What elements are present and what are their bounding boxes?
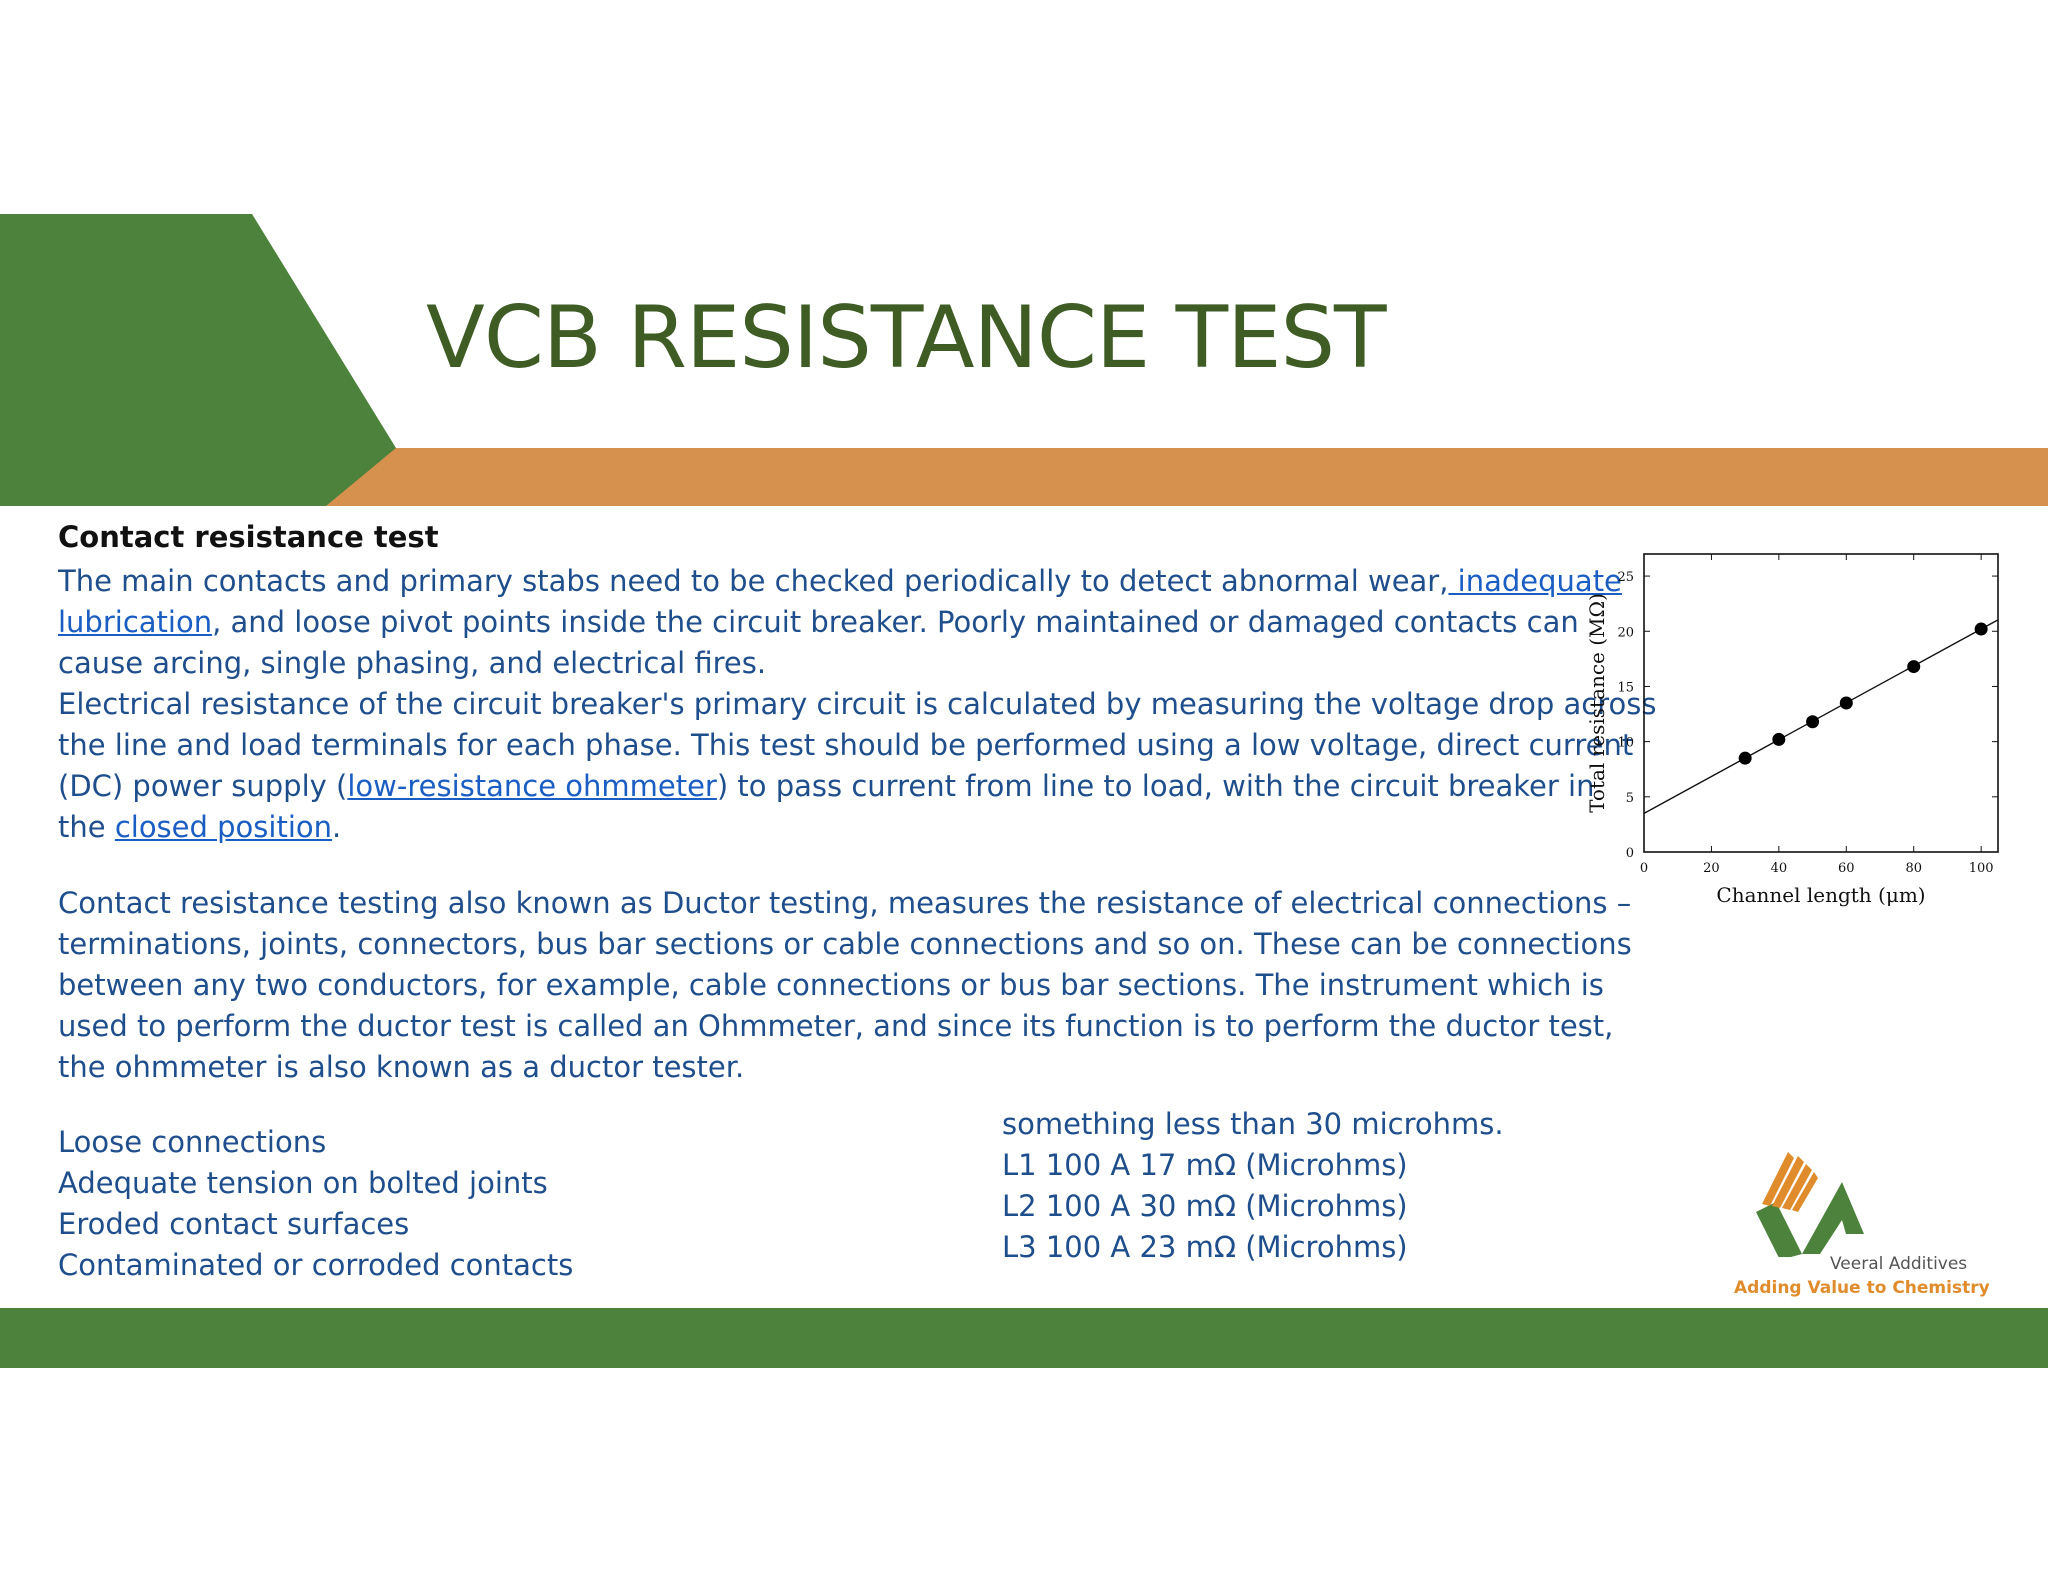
- reading-line: L1 100 A 17 mΩ (Microhms): [1002, 1148, 1408, 1182]
- y-tick-label: 10: [1617, 736, 1634, 751]
- reading-line: L2 100 A 30 mΩ (Microhms): [1002, 1189, 1408, 1223]
- chart-points: [1738, 622, 1988, 765]
- veeral-additives-logo: [1756, 1152, 1864, 1257]
- logo-name: Veeral Additives: [1830, 1254, 1968, 1274]
- text-line: the ohmmeter is also known as a ductor t…: [58, 1050, 745, 1084]
- data-point: [1839, 696, 1853, 710]
- x-tick-label: 20: [1703, 861, 1720, 876]
- x-tick-label: 80: [1905, 861, 1922, 876]
- y-tick-label: 25: [1617, 570, 1634, 585]
- text-line: Electrical resistance of the circuit bre…: [58, 687, 1657, 721]
- text-line: Contact resistance testing also known as…: [58, 886, 1632, 920]
- fit-line: [1643, 619, 1999, 814]
- x-tick-label: 40: [1771, 861, 1788, 876]
- text-line: the line and load terminals for each pha…: [58, 728, 1634, 762]
- reading-line: something less than 30 microhms.: [1002, 1107, 1504, 1141]
- logo-left-stroke: [1756, 1202, 1802, 1257]
- data-point: [1738, 751, 1752, 765]
- y-tick-label: 15: [1617, 680, 1634, 695]
- text-line: The main contacts and primary stabs need…: [58, 564, 1622, 598]
- y-tick-label: 5: [1626, 791, 1634, 806]
- x-axis-label: Channel length (μm): [1716, 883, 1925, 907]
- chart-ticks: [1643, 554, 1998, 853]
- checklist-item: Eroded contact surfaces: [58, 1207, 410, 1241]
- resistance-readings: something less than 30 microhms. L1 100 …: [1002, 1104, 1504, 1268]
- logo-stripe: [1782, 1164, 1812, 1210]
- data-point: [1907, 660, 1921, 674]
- data-point: [1974, 622, 1988, 636]
- link-closed-position[interactable]: closed position: [114, 810, 333, 844]
- y-tick-label: 20: [1617, 625, 1634, 640]
- logo-stripe: [1792, 1172, 1818, 1212]
- text-line: cause arcing, single phasing, and electr…: [58, 646, 767, 680]
- orange-band: [326, 448, 2048, 506]
- x-tick-label: 0: [1640, 861, 1648, 876]
- checklist: Loose connections Adequate tension on bo…: [58, 1122, 573, 1286]
- logo-stripe: [1772, 1156, 1804, 1208]
- link-inadequate[interactable]: inadequate: [1448, 564, 1622, 598]
- slide-title: VCB RESISTANCE TEST: [426, 288, 1387, 388]
- text-line: between any two conductors, for example,…: [58, 968, 1604, 1002]
- text-line: lubrication, and loose pivot points insi…: [58, 605, 1579, 639]
- text-line: (DC) power supply (low-resistance ohmmet…: [58, 769, 1595, 803]
- resistance-chart: 0 20 40 60 80 100 0 5 10 15 20 25 Channel length (μ…: [1585, 553, 1999, 907]
- chart-tick-labels: 0 20 40 60 80 100 0 5 10 15 20 25: [1617, 570, 1993, 876]
- plot-frame: [1643, 553, 1999, 853]
- paragraph-ductor-testing: Contact resistance testing also known as…: [58, 883, 1632, 1088]
- checklist-item: Contaminated or corroded contacts: [58, 1248, 574, 1282]
- section-heading: Contact resistance test: [58, 520, 439, 554]
- checklist-item: Loose connections: [58, 1125, 327, 1159]
- x-tick-label: 60: [1838, 861, 1855, 876]
- y-axis-label: Total resistance (MΩ): [1585, 593, 1609, 813]
- text-line: terminations, joints, connectors, bus ba…: [58, 927, 1632, 961]
- text-line: the closed position.: [58, 810, 342, 844]
- data-point: [1772, 732, 1786, 746]
- logo-stripe: [1762, 1152, 1794, 1206]
- checklist-item: Adequate tension on bolted joints: [58, 1166, 548, 1200]
- green-corner-shape: [0, 214, 396, 506]
- link-low-resistance-ohmmeter[interactable]: low-resistance ohmmeter: [347, 769, 717, 803]
- link-lubrication[interactable]: lubrication: [58, 605, 213, 639]
- text-line: used to perform the ductor test is calle…: [58, 1009, 1614, 1043]
- data-point: [1806, 715, 1820, 729]
- logo-tagline: Adding Value to Chemistry: [1734, 1278, 1990, 1298]
- logo-right-stroke: [1802, 1182, 1864, 1254]
- reading-line: L3 100 A 23 mΩ (Microhms): [1002, 1230, 1408, 1264]
- green-footer-band: [0, 1308, 2048, 1368]
- x-tick-label: 100: [1969, 861, 1994, 876]
- y-tick-label: 0: [1626, 846, 1634, 861]
- paragraph-contact-test: The main contacts and primary stabs need…: [58, 561, 1656, 848]
